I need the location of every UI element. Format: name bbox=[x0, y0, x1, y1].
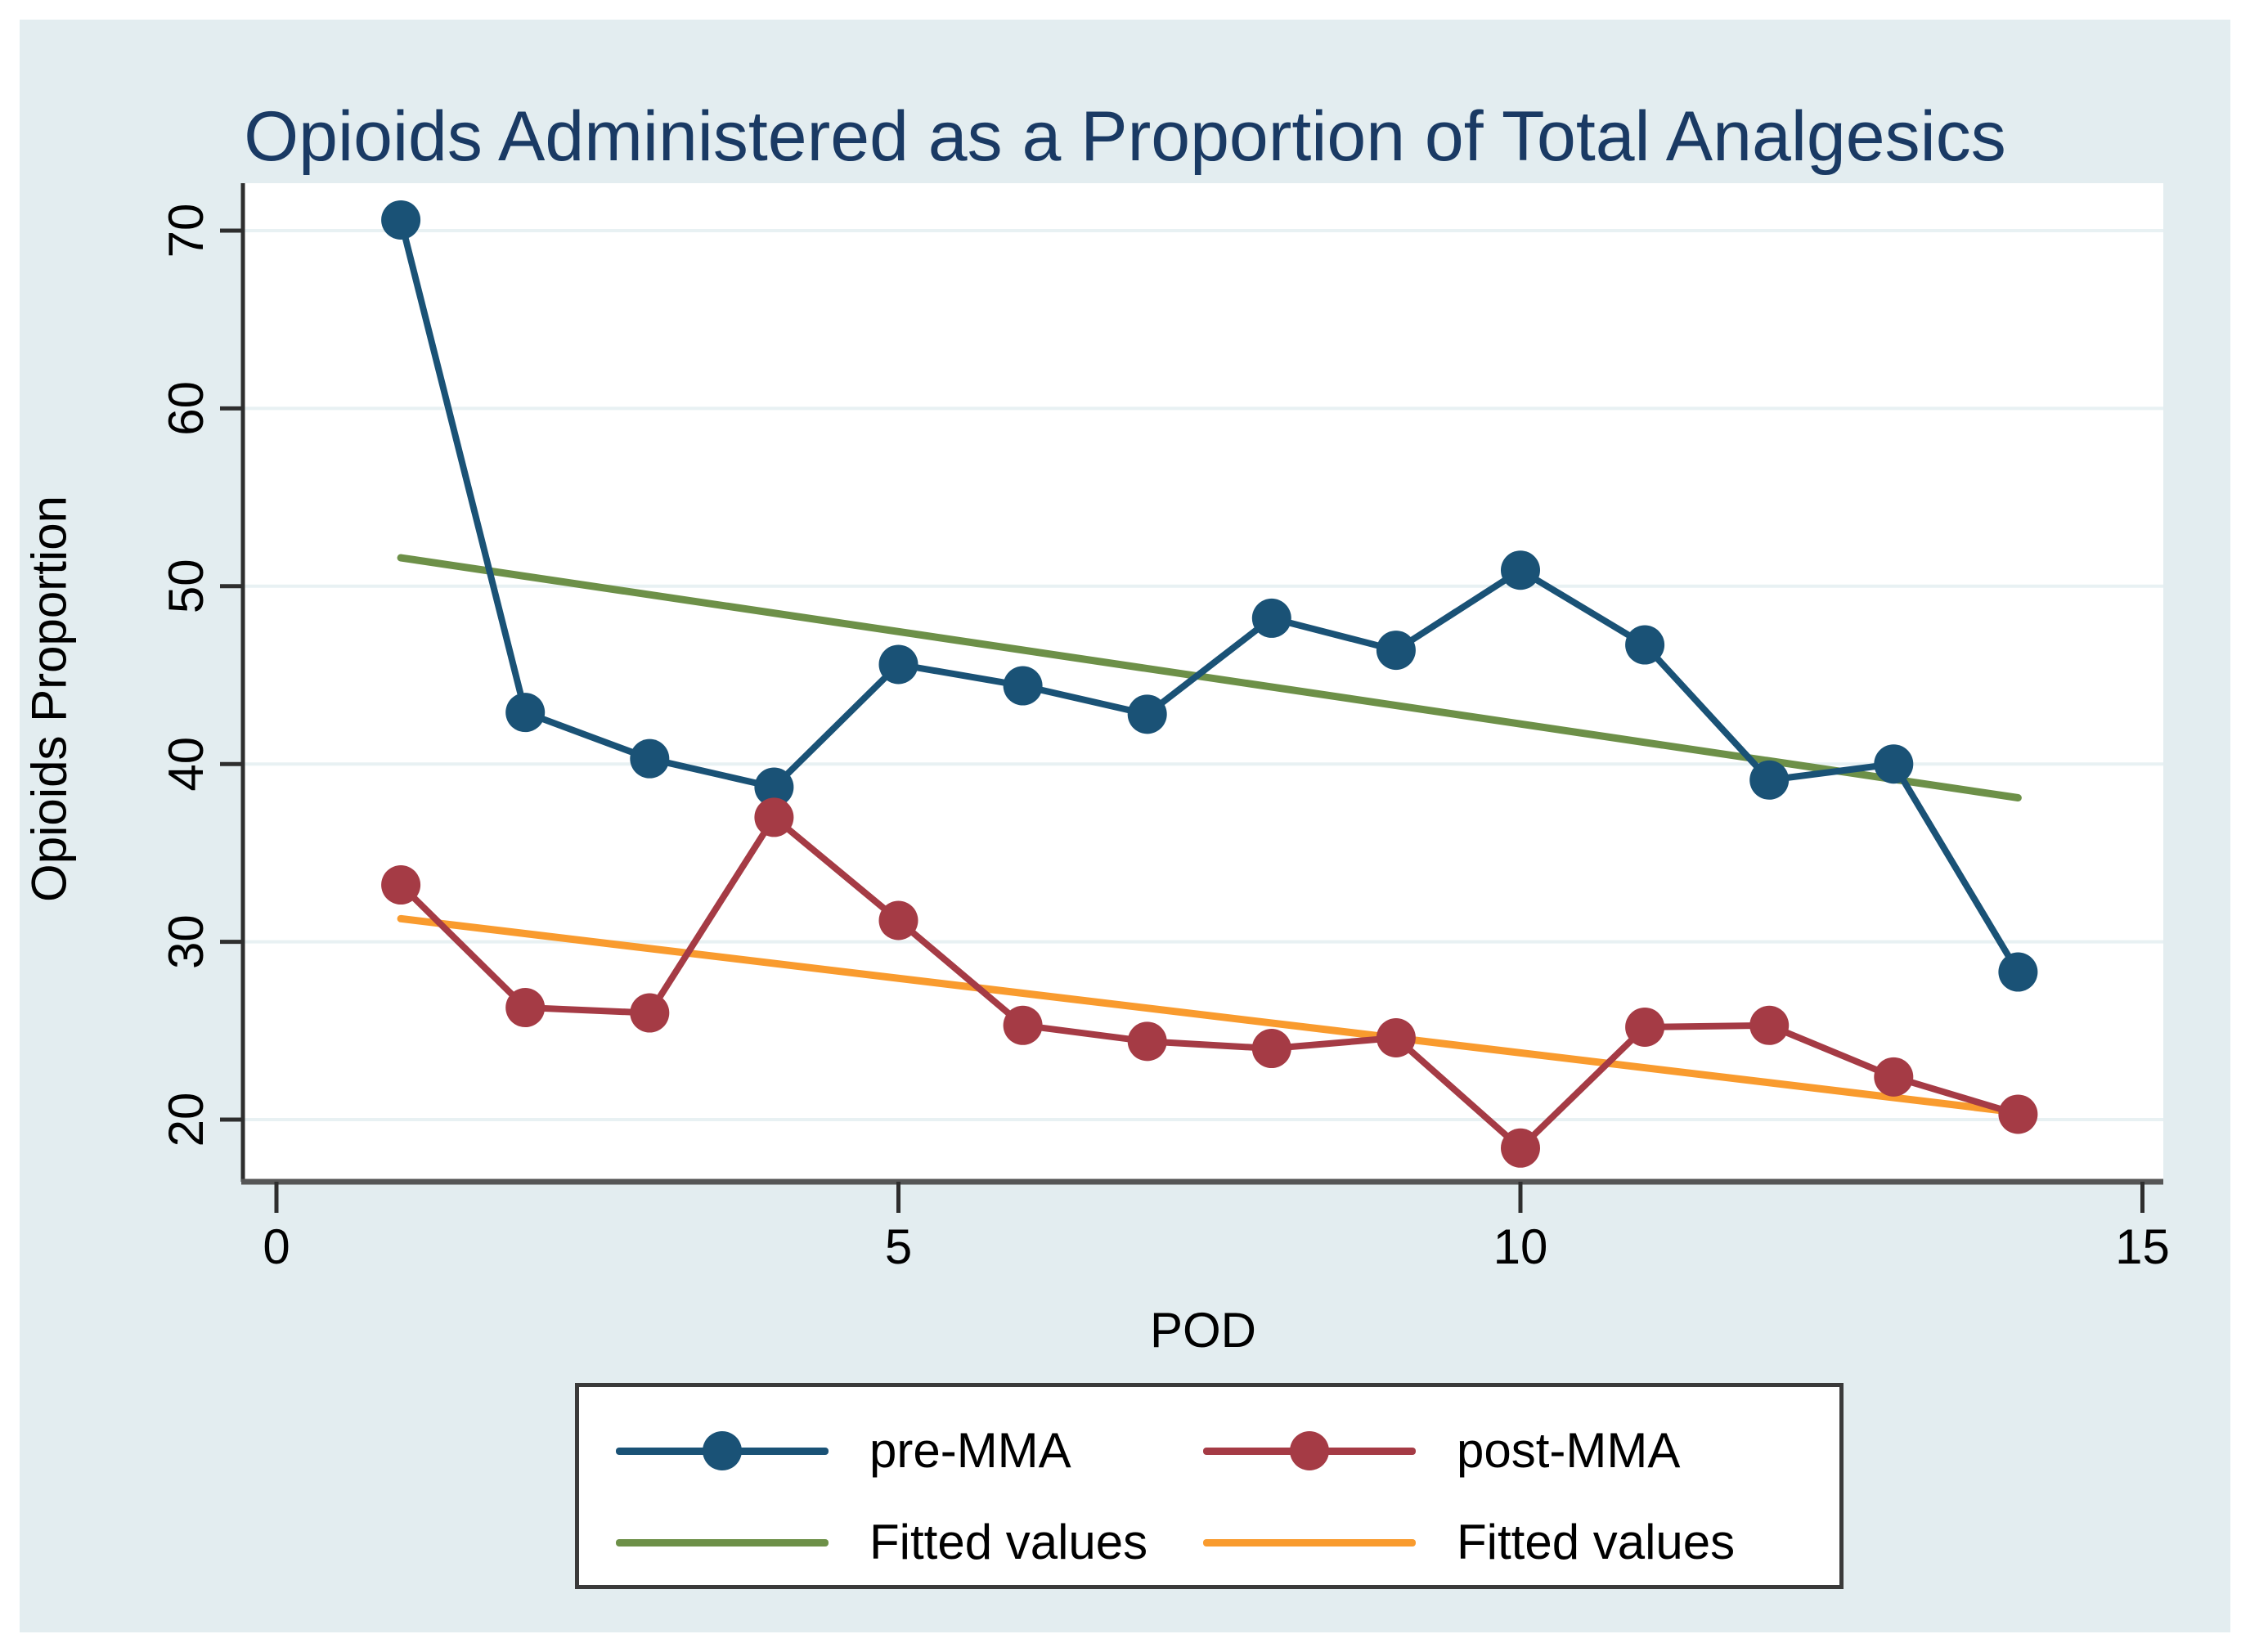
series-marker-pre-MMA-pod-4 bbox=[754, 767, 794, 807]
series-marker-pre-MMA-pod-14 bbox=[1998, 952, 2038, 992]
series-marker-pre-MMA-pod-8 bbox=[1251, 598, 1291, 638]
x-tick-label-5: 5 bbox=[885, 1219, 912, 1274]
legend-label: Fitted values bbox=[869, 1515, 1148, 1569]
chart-title: Opioids Administered as a Proportion of … bbox=[244, 97, 2006, 176]
legend-entry-fitted-pre: Fitted values bbox=[616, 1518, 1188, 1567]
fitted-line-post bbox=[397, 914, 2022, 1116]
series-marker-pre-MMA-pod-13 bbox=[1874, 744, 1914, 784]
legend-entry-fitted-post: Fitted values bbox=[1203, 1518, 1776, 1567]
series-marker-post-MMA-pod-11 bbox=[1625, 1007, 1665, 1047]
series-marker-post-MMA-pod-8 bbox=[1251, 1029, 1291, 1069]
series-marker-pre-MMA-pod-1 bbox=[381, 200, 421, 240]
y-tick-label-60: 60 bbox=[159, 381, 213, 436]
legend-label: post-MMA bbox=[1457, 1423, 1681, 1478]
series-marker-pre-MMA-pod-12 bbox=[1749, 760, 1790, 800]
series-marker-pre-MMA-pod-7 bbox=[1127, 694, 1167, 734]
plot-background bbox=[243, 183, 2163, 1182]
legend-entry-pre-mma: pre-MMA bbox=[616, 1426, 1188, 1475]
series-marker-pre-MMA-pod-5 bbox=[878, 644, 918, 685]
x-tick-label-0: 0 bbox=[263, 1219, 290, 1274]
series-marker-pre-MMA-pod-11 bbox=[1625, 625, 1665, 665]
y-tick-label-20: 20 bbox=[159, 1093, 213, 1147]
legend-label: pre-MMA bbox=[869, 1423, 1071, 1478]
series-line-pre-MMA bbox=[397, 218, 2021, 974]
x-tick-label-15: 15 bbox=[2115, 1219, 2170, 1274]
series-marker-post-MMA-pod-6 bbox=[1003, 1005, 1043, 1045]
y-tick-label-70: 70 bbox=[159, 204, 213, 258]
series-line-post-MMA bbox=[398, 814, 2019, 1151]
post-mma-marker-swatch bbox=[1290, 1431, 1329, 1470]
series-marker-pre-MMA-pod-3 bbox=[630, 738, 670, 779]
y-tick-label-50: 50 bbox=[159, 559, 213, 613]
legend-label: Fitted values bbox=[1457, 1515, 1736, 1569]
series-marker-post-MMA-pod-10 bbox=[1501, 1128, 1540, 1168]
series-marker-post-MMA-pod-14 bbox=[1998, 1094, 2038, 1134]
series-marker-post-MMA-pod-2 bbox=[505, 988, 546, 1028]
y-tick-label-40: 40 bbox=[159, 737, 213, 792]
series-marker-pre-MMA-pod-6 bbox=[1003, 666, 1043, 706]
series-marker-pre-MMA-pod-9 bbox=[1376, 631, 1416, 671]
series-marker-pre-MMA-pod-10 bbox=[1501, 550, 1540, 590]
series-marker-post-MMA-pod-9 bbox=[1376, 1017, 1416, 1057]
series-marker-post-MMA-pod-3 bbox=[630, 993, 670, 1033]
fitted-post-line-swatch bbox=[1203, 1539, 1416, 1547]
series-marker-pre-MMA-pod-2 bbox=[505, 693, 546, 733]
series-marker-post-MMA-pod-5 bbox=[878, 900, 918, 940]
series-marker-post-MMA-pod-7 bbox=[1127, 1021, 1167, 1062]
series-marker-post-MMA-pod-4 bbox=[754, 797, 794, 837]
pre-mma-marker-swatch bbox=[703, 1431, 742, 1470]
series-marker-post-MMA-pod-12 bbox=[1749, 1005, 1790, 1045]
fitted-pre-line-swatch bbox=[616, 1539, 829, 1547]
y-tick-label-30: 30 bbox=[159, 914, 213, 969]
legend: pre-MMA post-MMA Fitted values Fitted va… bbox=[575, 1383, 1844, 1589]
legend-entry-post-mma: post-MMA bbox=[1203, 1426, 1776, 1475]
series-marker-post-MMA-pod-1 bbox=[381, 865, 421, 905]
x-tick-label-10: 10 bbox=[1493, 1219, 1548, 1274]
x-axis-title: POD bbox=[1149, 1303, 1257, 1358]
series-marker-post-MMA-pod-13 bbox=[1874, 1057, 1914, 1097]
y-axis-title: Opioids Proportion bbox=[21, 496, 77, 902]
